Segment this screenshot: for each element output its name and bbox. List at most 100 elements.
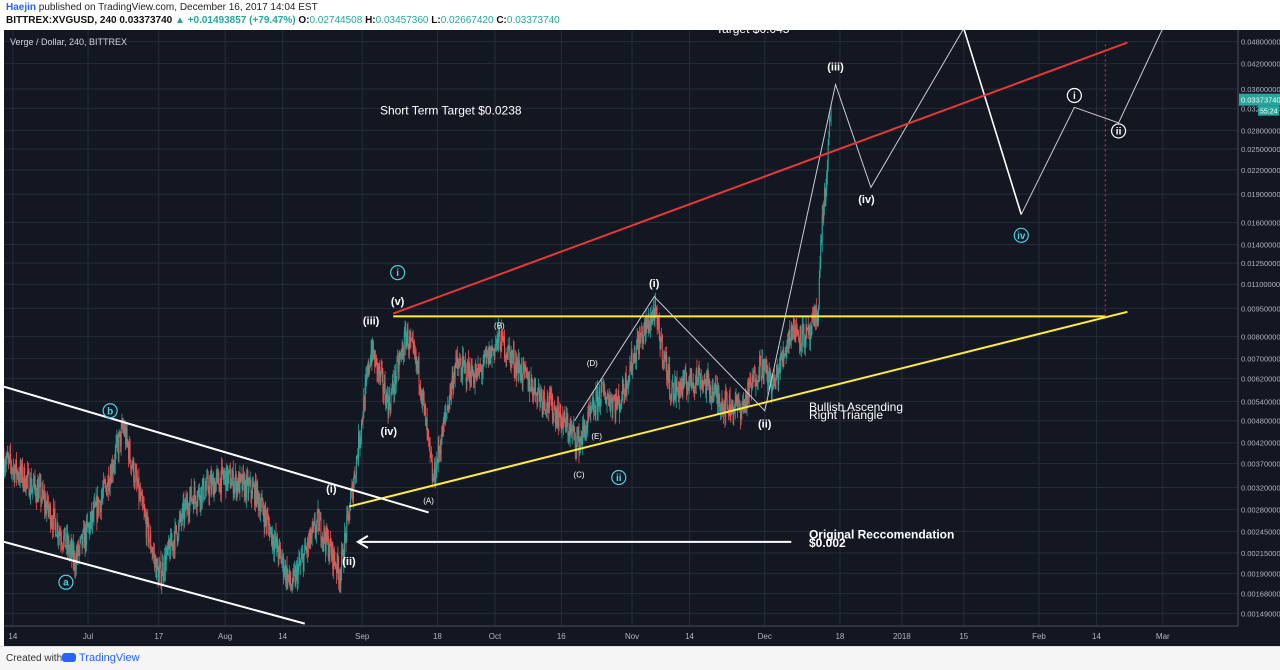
- candle-body: [745, 394, 747, 410]
- candle-body: [215, 475, 217, 483]
- candle-body: [509, 346, 511, 352]
- candle-body: [321, 540, 323, 544]
- candle-body: [223, 475, 225, 480]
- candle-body: [543, 391, 545, 402]
- candle-body: [623, 392, 625, 394]
- candle-body: [416, 361, 418, 365]
- open-value: 0.02744508: [309, 15, 363, 26]
- author-link[interactable]: Haejin: [6, 2, 37, 13]
- candle-body: [290, 586, 292, 590]
- candle-body: [342, 547, 344, 564]
- candle-body: [8, 455, 10, 459]
- candle-body: [703, 380, 705, 387]
- candle-body: [218, 484, 220, 492]
- candle-body: [200, 487, 202, 506]
- candle-body: [662, 360, 664, 364]
- candle-body: [167, 546, 169, 550]
- candle-body: [596, 391, 598, 393]
- candle-body: [181, 507, 183, 522]
- candle-body: [478, 364, 480, 374]
- white-decline-path: [963, 30, 1023, 215]
- candle-body: [713, 395, 715, 402]
- candle-body: [698, 368, 700, 374]
- candle-body: [652, 309, 654, 314]
- tradingview-logo[interactable]: TradingView: [62, 652, 140, 664]
- candle-body: [219, 478, 221, 492]
- candle-body: [503, 337, 505, 343]
- chart-area[interactable]: 0.048000000.042000000.036000000.03200000…: [4, 30, 1280, 646]
- candle-body: [160, 561, 162, 585]
- candle-body: [638, 334, 640, 355]
- candle-body: [452, 375, 454, 390]
- candle-body: [210, 476, 212, 490]
- candle-body: [624, 373, 626, 397]
- candle-body: [110, 475, 112, 483]
- countdown-label: 55:24: [1260, 109, 1278, 116]
- price-tick-label: 0.01100000: [1241, 280, 1280, 289]
- candle-body: [401, 348, 403, 351]
- candle-body: [528, 380, 530, 390]
- candle-body: [296, 566, 298, 570]
- candle-body: [694, 383, 696, 389]
- candle-body: [593, 400, 595, 413]
- candle-body: [241, 475, 243, 490]
- candle-body: [464, 363, 466, 366]
- candle-body: [591, 402, 593, 410]
- candle-body: [541, 395, 543, 409]
- candle-body: [697, 368, 699, 384]
- candle-body: [29, 495, 31, 497]
- candle-body: [65, 546, 67, 548]
- candle-body: [398, 360, 400, 372]
- last-price: 0.03373740: [119, 15, 173, 26]
- candle-body: [572, 429, 574, 431]
- candle-body: [19, 465, 21, 481]
- candle-body: [666, 355, 668, 380]
- candle-body: [536, 394, 538, 404]
- publish-line: Haejin published on TradingView.com, Dec…: [6, 2, 318, 13]
- candle-body: [804, 344, 806, 346]
- candle-body: [515, 361, 517, 372]
- candle-body: [188, 512, 190, 515]
- candle-body: [675, 380, 677, 399]
- candle-body: [389, 396, 391, 407]
- price-tick-label: 0.02200000: [1241, 166, 1280, 175]
- annotation-text: Target $0.045: [716, 30, 790, 36]
- candle-body: [756, 381, 758, 386]
- candle-body: [13, 466, 15, 481]
- candle-body: [381, 368, 383, 372]
- candle-body: [394, 370, 396, 386]
- candle-body: [592, 400, 594, 403]
- candle-body: [359, 440, 361, 447]
- candle-body: [470, 364, 472, 386]
- candle-body: [745, 394, 747, 407]
- candle-body: [820, 239, 822, 263]
- candle-body: [419, 386, 421, 395]
- candle-body: [113, 464, 115, 470]
- candle-body: [70, 543, 72, 548]
- candle-body: [726, 398, 728, 406]
- candle-body: [798, 335, 800, 339]
- candle-body: [622, 380, 624, 393]
- candle-body: [669, 367, 671, 396]
- candle-body: [23, 468, 25, 482]
- candle-body: [208, 490, 210, 497]
- candle-body: [80, 536, 82, 541]
- candle-body: [749, 381, 751, 382]
- candle-body: [450, 384, 452, 396]
- candle-body: [100, 498, 102, 512]
- candle-body: [195, 504, 197, 507]
- candle-body: [644, 321, 646, 326]
- wave-label: (E): [591, 432, 602, 441]
- candle-body: [260, 500, 262, 508]
- candle-body: [700, 380, 702, 382]
- candle-body: [811, 316, 813, 336]
- candle-body: [700, 381, 702, 389]
- candle-body: [16, 459, 18, 476]
- candle-body: [720, 405, 722, 409]
- candle-body: [85, 528, 87, 545]
- candle-body: [810, 331, 812, 336]
- candle-body: [71, 543, 73, 557]
- candle-body: [647, 325, 649, 329]
- candle-body: [21, 464, 23, 475]
- price-chart[interactable]: 0.048000000.042000000.036000000.03200000…: [4, 30, 1280, 646]
